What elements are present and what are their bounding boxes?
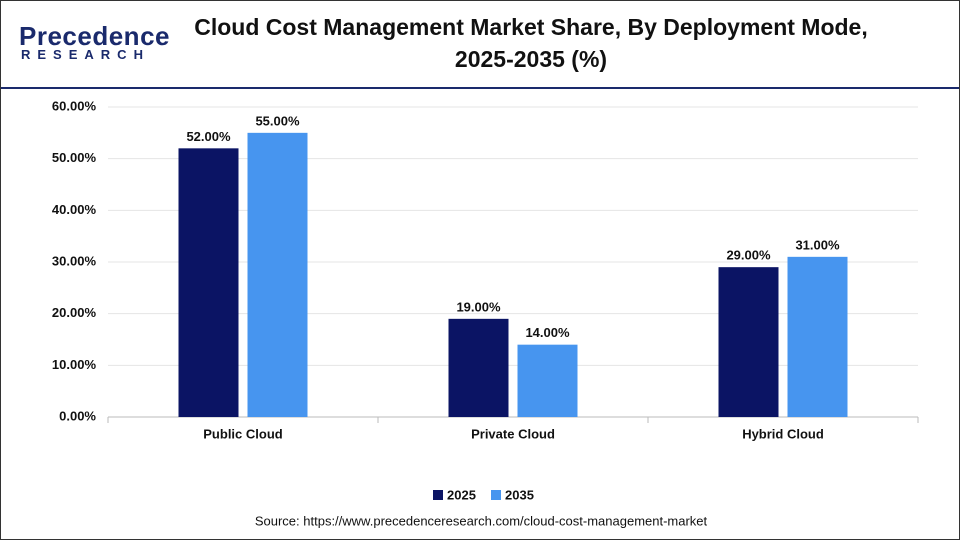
source: Source: https://www.precedenceresearch.c… bbox=[255, 513, 708, 528]
legend-label: 2035 bbox=[505, 487, 534, 502]
value-label: 29.00% bbox=[726, 248, 771, 263]
y-tick-label: 30.00% bbox=[52, 253, 97, 268]
bar bbox=[448, 318, 509, 417]
y-tick-label: 0.00% bbox=[59, 408, 96, 423]
bar bbox=[517, 344, 578, 417]
value-label: 52.00% bbox=[186, 129, 231, 144]
x-tick-label: Public Cloud bbox=[203, 426, 283, 441]
bar bbox=[178, 148, 239, 418]
bar bbox=[718, 267, 779, 417]
bar bbox=[247, 132, 308, 418]
value-label: 14.00% bbox=[525, 325, 570, 340]
chart-title: Cloud Cost Management Market Share, By D… bbox=[194, 14, 868, 72]
value-label: 19.00% bbox=[456, 299, 501, 314]
legend-label: 2025 bbox=[447, 487, 476, 502]
y-tick-label: 60.00% bbox=[52, 98, 97, 113]
value-label: 31.00% bbox=[795, 237, 840, 252]
header-rule bbox=[1, 87, 959, 89]
legend-swatch bbox=[433, 490, 443, 500]
y-tick-label: 20.00% bbox=[52, 305, 97, 320]
logo-name: Precedence bbox=[19, 21, 170, 51]
logo-tagline: RESEARCH bbox=[21, 47, 150, 62]
y-tick-label: 40.00% bbox=[52, 202, 97, 217]
x-tick-label: Private Cloud bbox=[471, 426, 555, 441]
bar bbox=[787, 256, 848, 417]
x-tick-label: Hybrid Cloud bbox=[742, 426, 824, 441]
y-tick-label: 10.00% bbox=[52, 357, 97, 372]
value-label: 55.00% bbox=[255, 113, 300, 128]
legend-swatch bbox=[491, 490, 501, 500]
y-tick-label: 50.00% bbox=[52, 150, 97, 165]
